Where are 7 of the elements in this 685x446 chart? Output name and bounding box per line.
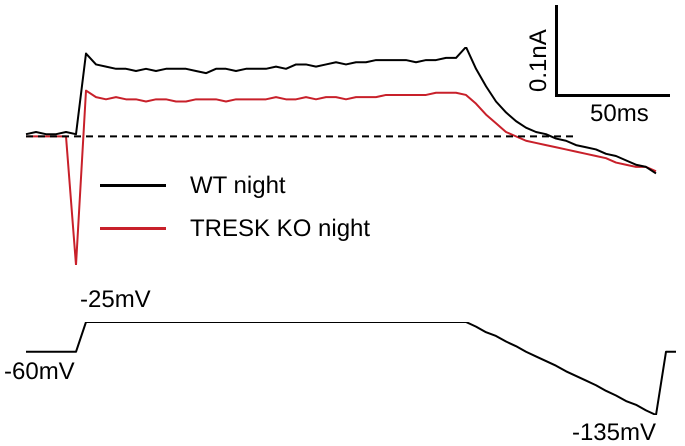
annotation: 0.1nA xyxy=(525,29,552,92)
text: -25mV xyxy=(80,286,151,313)
legend-label: WT night xyxy=(190,172,286,200)
annotation: 50ms xyxy=(590,100,649,127)
text: -135mV xyxy=(572,419,656,446)
legend-label: TRESK KO night xyxy=(190,214,370,242)
annotation: -60mV xyxy=(4,358,75,385)
